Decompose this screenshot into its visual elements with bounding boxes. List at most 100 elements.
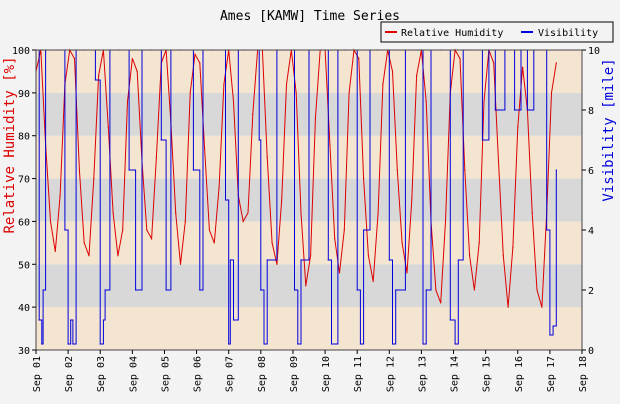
data-point (473, 289, 476, 291)
x-tick-label: Sep 17 (546, 356, 557, 392)
x-tick-label: Sep 06 (193, 356, 204, 392)
left-tick-label: 70 (18, 175, 30, 186)
legend-label-humidity: Relative Humidity (401, 28, 503, 39)
data-point (411, 199, 413, 201)
data-point (54, 250, 56, 253)
data-point (179, 263, 182, 265)
data-point (134, 289, 137, 291)
data-point (228, 343, 230, 345)
data-point (401, 242, 403, 244)
data-point (517, 126, 519, 128)
data-point (175, 212, 177, 214)
data-point (406, 272, 408, 274)
data-point (388, 259, 390, 261)
left-tick-label: 90 (18, 89, 30, 100)
data-point (94, 79, 97, 81)
data-point (395, 289, 397, 291)
left-tick-label: 30 (18, 346, 30, 357)
data-point (330, 343, 333, 345)
data-point (160, 139, 162, 141)
right-tick-label: 8 (588, 106, 594, 117)
data-point (300, 212, 302, 214)
data-point (507, 306, 509, 308)
data-point (258, 139, 260, 141)
data-point (422, 343, 424, 345)
x-tick-label: Sep 01 (32, 356, 43, 392)
data-point (555, 62, 557, 64)
right-tick-label: 0 (588, 346, 594, 357)
data-point (314, 117, 317, 120)
data-point (64, 229, 66, 231)
right-tick-label: 2 (588, 286, 594, 297)
data-point (549, 334, 551, 336)
data-point (73, 57, 76, 60)
data-point (363, 229, 365, 231)
data-point (104, 289, 106, 291)
data-point (146, 229, 148, 231)
data-point (391, 70, 394, 73)
data-point (192, 169, 194, 171)
x-tick-label: Sep 14 (450, 356, 461, 392)
right-tick-label: 6 (588, 166, 594, 177)
data-point (131, 57, 133, 60)
data-point (49, 220, 52, 223)
data-point (454, 343, 456, 345)
data-point (377, 212, 379, 214)
data-point (512, 246, 514, 248)
data-point (252, 113, 254, 115)
right-tick-label: 10 (588, 46, 600, 57)
data-point (457, 259, 459, 261)
x-tick-label: Sep 12 (385, 356, 396, 392)
data-point (78, 169, 80, 171)
data-point (502, 255, 504, 257)
data-point (189, 92, 191, 94)
data-point (271, 242, 273, 244)
left-tick-label: 50 (18, 260, 30, 271)
data-point (266, 259, 268, 261)
data-point (329, 143, 331, 145)
data-point (550, 92, 553, 94)
data-point (213, 242, 215, 244)
data-point (59, 195, 61, 197)
right-axis: 0 2 4 6 8 10 (582, 46, 600, 357)
left-tick-label: 100 (12, 46, 30, 57)
background-band (36, 264, 582, 308)
x-tick-label: Sep 04 (128, 356, 139, 392)
left-tick-label: 60 (18, 217, 30, 228)
data-point (478, 242, 480, 244)
data-point (128, 169, 130, 171)
data-point (526, 109, 529, 111)
data-point (334, 237, 336, 240)
data-point (396, 169, 398, 171)
data-point (98, 75, 100, 77)
data-point (99, 343, 101, 345)
x-tick-label: Sep 10 (321, 356, 332, 392)
legend: Relative Humidity Visibility (380, 21, 614, 43)
data-point (435, 289, 437, 291)
data-point (247, 212, 249, 214)
data-point (513, 109, 516, 111)
data-point (295, 92, 297, 94)
x-tick-label: Sep 11 (353, 356, 364, 392)
data-point (107, 126, 109, 128)
data-point (363, 177, 365, 180)
data-point (42, 289, 44, 291)
data-point (358, 57, 360, 60)
data-point (165, 289, 167, 291)
legend-label-visibility: Visibility (538, 28, 598, 39)
data-point (281, 199, 283, 201)
left-axis-label: Relative Humidity [%] (2, 56, 18, 233)
x-tick-label: Sep 08 (257, 356, 268, 392)
data-point (552, 325, 554, 327)
data-point (151, 237, 153, 240)
x-tick-label: Sep 15 (482, 356, 493, 392)
data-point (38, 319, 40, 321)
right-axis-label: Visibility [mile] (601, 58, 617, 201)
data-point (391, 343, 394, 345)
data-point (276, 263, 278, 265)
data-point (102, 319, 105, 321)
data-point (208, 229, 211, 231)
x-tick-label: Sep 13 (417, 356, 428, 392)
x-tick-label: Sep 02 (64, 356, 75, 392)
